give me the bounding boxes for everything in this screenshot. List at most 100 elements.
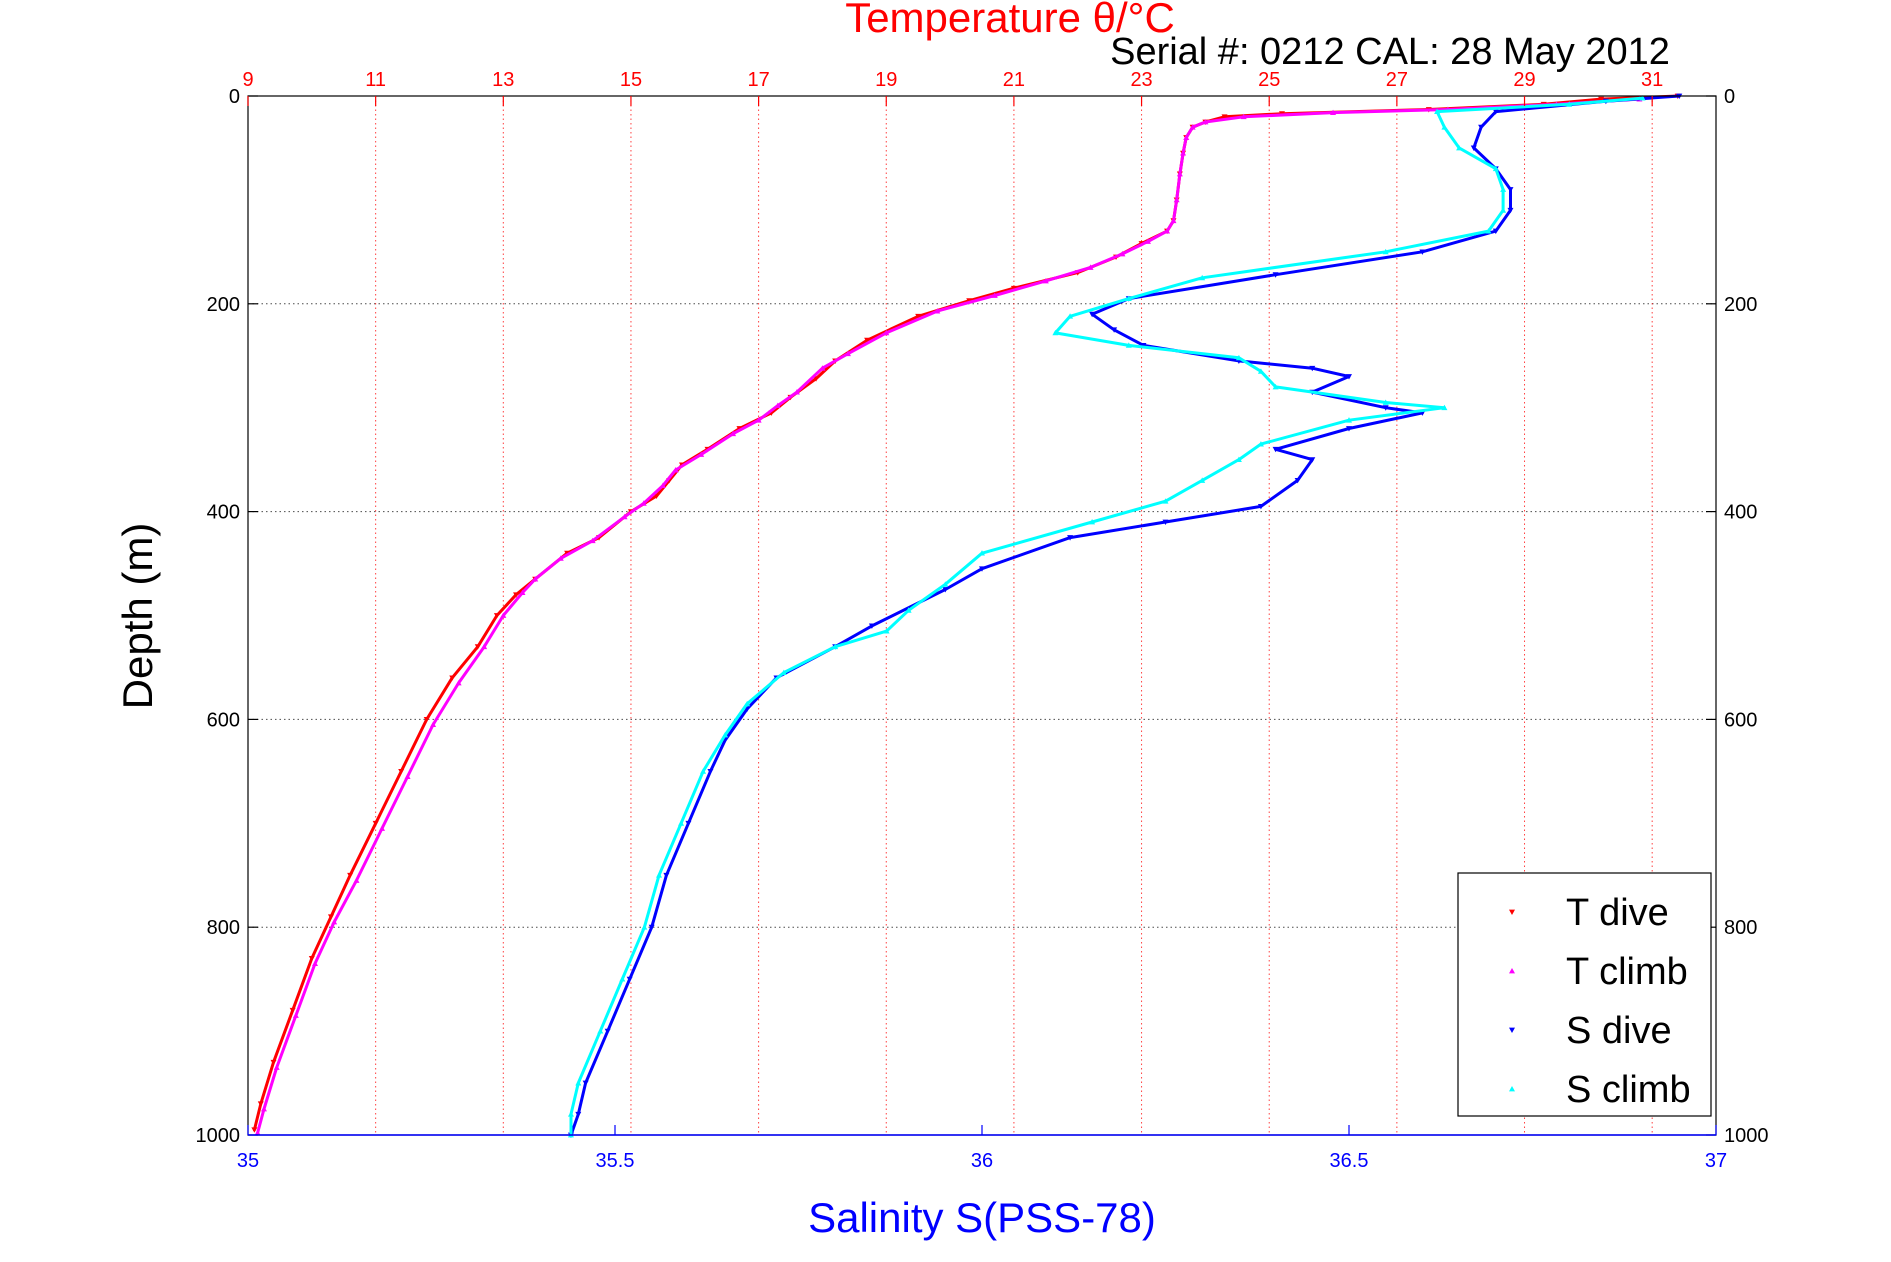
series-trace-t-climb <box>256 97 1641 1135</box>
y-tick-label-right: 400 <box>1724 502 1757 524</box>
data-point <box>1419 249 1426 255</box>
salinity-tick-label: 35 <box>237 1150 259 1172</box>
data-point <box>1164 228 1171 234</box>
data-point <box>257 1101 264 1107</box>
y-tick-label-right: 800 <box>1724 917 1757 939</box>
data-point <box>331 919 338 925</box>
data-point <box>575 1080 582 1086</box>
grid <box>248 96 1716 1135</box>
data-point <box>1202 118 1209 125</box>
data-point <box>1434 108 1441 114</box>
data-point <box>1235 456 1242 463</box>
data-point <box>289 1007 296 1014</box>
data-point <box>347 872 354 879</box>
data-point <box>868 623 875 629</box>
legend-box <box>1457 872 1712 1117</box>
data-point <box>659 482 666 489</box>
axes: 0 0 200 200 400 400 600 600 800 800 1000 1000 9 11 13 1… <box>196 69 1769 1172</box>
data-point <box>1189 124 1196 130</box>
data-point <box>1089 311 1096 318</box>
data-point <box>254 1129 261 1136</box>
legend-marker-s-climb <box>1509 1086 1515 1092</box>
salinity-tick-label: 35.5 <box>596 1150 635 1172</box>
series-trace-s-dive <box>569 94 1681 1137</box>
data-point <box>481 643 488 650</box>
data-point <box>685 820 692 827</box>
y-tick-label-left: 400 <box>207 502 240 524</box>
data-point <box>1170 217 1177 224</box>
y-tick-label-left: 1000 <box>196 1125 241 1147</box>
temperature-tick-label: 19 <box>875 69 897 91</box>
data-point <box>672 467 679 473</box>
data-point <box>1119 250 1126 257</box>
salinity-tick-label: 36.5 <box>1330 1150 1369 1172</box>
data-point <box>308 955 315 962</box>
data-point <box>905 607 912 613</box>
series-t-climb <box>254 96 1643 1136</box>
data-point <box>1346 426 1352 432</box>
data-point <box>1257 504 1264 510</box>
data-point <box>1500 207 1507 213</box>
data-point <box>455 680 462 686</box>
data-point <box>934 308 941 314</box>
data-point <box>1162 519 1169 525</box>
chart-title: Temperature θ/°C <box>845 0 1175 41</box>
data-point <box>1176 170 1183 177</box>
data-point <box>404 773 411 779</box>
temperature-tick-label: 23 <box>1130 69 1152 91</box>
data-point <box>744 700 751 707</box>
data-point <box>1478 124 1485 131</box>
data-point <box>270 1059 277 1066</box>
data-point <box>991 292 998 298</box>
data-point <box>1639 95 1646 101</box>
data-point <box>1162 498 1169 504</box>
temperature-tick-label: 13 <box>492 69 514 91</box>
data-point <box>1235 354 1242 361</box>
data-point <box>597 1028 604 1034</box>
data-point <box>582 1080 589 1087</box>
data-point <box>1492 165 1499 172</box>
data-point <box>423 717 430 723</box>
data-point <box>1456 144 1463 151</box>
y-tick-label-right: 1000 <box>1724 1125 1769 1147</box>
x-axis-label-salinity: Salinity S(PSS-78) <box>808 1194 1156 1241</box>
data-point <box>626 976 633 983</box>
chart-subtitle: Serial #: 0212 CAL: 28 May 2012 <box>1110 31 1670 73</box>
data-point <box>500 612 507 618</box>
data-point <box>1382 248 1389 255</box>
data-point <box>372 820 379 827</box>
series-layer <box>251 93 1683 1138</box>
temperature-tick-label: 9 <box>242 69 253 91</box>
salinity-tick-label: 37 <box>1705 1150 1727 1172</box>
data-point <box>942 587 949 593</box>
data-point <box>1382 399 1389 405</box>
data-point <box>1144 238 1151 244</box>
legend-marker-t-dive <box>1509 909 1515 915</box>
data-point <box>379 825 386 831</box>
temperature-tick-label: 11 <box>365 69 386 91</box>
data-point <box>1598 96 1605 103</box>
data-point <box>1199 274 1206 281</box>
data-point <box>513 592 520 598</box>
data-point <box>292 1012 299 1018</box>
data-point <box>1272 383 1279 390</box>
data-point <box>532 576 539 582</box>
data-point <box>1500 186 1507 192</box>
data-point <box>1240 113 1247 120</box>
legend-item-t-climb: T climb <box>1566 951 1688 993</box>
data-point <box>1221 114 1228 120</box>
data-point <box>832 643 839 650</box>
data-point <box>273 1064 280 1070</box>
data-point <box>604 1028 611 1035</box>
y-tick-label-left: 600 <box>207 709 240 731</box>
data-point <box>1257 368 1264 374</box>
data-point <box>1382 405 1389 411</box>
data-point <box>327 914 334 920</box>
data-point <box>519 589 526 596</box>
data-point <box>780 669 787 676</box>
data-point <box>942 581 949 587</box>
temperature-tick-label: 15 <box>620 69 642 91</box>
data-point <box>1173 196 1180 203</box>
data-point <box>1485 228 1492 234</box>
data-point <box>621 513 628 520</box>
